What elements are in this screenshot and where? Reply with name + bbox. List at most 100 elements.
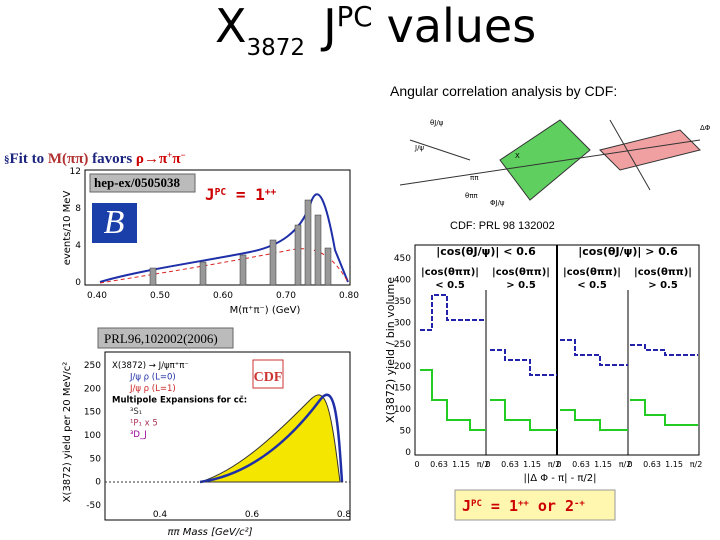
cdf-logo [252, 359, 284, 389]
y-tick-label: 8 [75, 204, 81, 214]
text-part: PC [337, 0, 373, 33]
x-axis-label: ||Δ Φ - π| - π/2| [523, 473, 596, 484]
panel-label: |cos(θππ)| [421, 267, 479, 278]
jpc-label: JPC = 1++ [205, 185, 277, 204]
text-part: J [205, 185, 215, 204]
y-axis-label: events/10 MeV [62, 191, 73, 266]
reference: CDF: PRL 98 132002 [450, 220, 555, 232]
text-part: π [172, 151, 181, 167]
legend-entry: ¹P₁ x 5 [130, 419, 158, 429]
panel-label: > 0.5 [648, 280, 678, 291]
y-tick-label: 250 [394, 340, 411, 350]
text-part: § [4, 154, 10, 166]
text-part: PC [215, 187, 227, 198]
slide-title: X3872 JPC values [215, 0, 536, 61]
diagram-label: ππ [470, 174, 479, 182]
angle-diagram [399, 119, 701, 201]
x-tick-label: 1.15 [452, 460, 470, 469]
text-part: Fit to [10, 151, 48, 167]
legend-entry: J/ψ ρ (L=0) [129, 373, 176, 383]
subtitle: Angular correlation analysis by CDF: [390, 83, 617, 99]
text-part: π [159, 151, 168, 167]
y-tick-label: 100 [394, 405, 411, 415]
panel-label: |cos(θππ)| [563, 267, 621, 278]
ref-box [97, 327, 234, 349]
result-label: JPC = 1++ or 2-+ [462, 497, 585, 515]
x-tick-label: 0 [556, 460, 561, 469]
panel-header: |cos(θJ/ψ)| < 0.6 [436, 245, 536, 258]
text-part: ρ [136, 151, 144, 167]
text-part: + [167, 150, 172, 160]
text-part: values [387, 0, 537, 53]
diagram-label: J/ψ [414, 144, 424, 152]
x-tick-label: π/2 [548, 460, 561, 469]
x-axis-label: ππ Mass [GeV/c²] [168, 527, 253, 538]
x-tick-label: 0.50 [150, 291, 170, 301]
text-part: -+ [574, 499, 585, 509]
x-tick-label: 0.8 [337, 510, 352, 520]
diagram-label: θJ/ψ [430, 119, 444, 127]
plot1-fit [99, 193, 349, 283]
text-part: = 1 [482, 497, 518, 515]
text-part: → [144, 151, 159, 167]
x-tick-label: 0.6 [245, 510, 260, 520]
x-tick-label: 0.80 [339, 291, 359, 301]
logo-text: CDF [254, 370, 283, 385]
y-tick-label: 100 [84, 431, 101, 441]
ref-box [89, 173, 196, 193]
y-tick-label: 12 [70, 167, 81, 177]
y-tick-label: 0 [405, 448, 411, 458]
panel-label: < 0.5 [577, 280, 607, 291]
x-tick-label: 0 [627, 460, 632, 469]
x-tick-label: π/2 [619, 460, 632, 469]
y-tick-label: 250 [84, 361, 101, 371]
legend-entry: X(3872) → J/ψπ⁺π⁻ [112, 361, 189, 371]
plot3-curve [490, 399, 698, 431]
text-part: X [215, 0, 247, 53]
legend-entry: J/ψ ρ (L=1) [129, 384, 176, 394]
text-part: ++ [265, 187, 277, 198]
x-tick-label: 0.40 [87, 291, 107, 301]
x-tick-label: π/2 [477, 460, 490, 469]
diagram-label: ΦJ/ψ [490, 199, 505, 207]
y-tick-label: 150 [394, 383, 411, 393]
plot1-alt-fit [99, 248, 349, 284]
x-tick-label: π/2 [690, 460, 703, 469]
y-tick-label: 4 [75, 241, 81, 251]
reference: PRL96,102002(2006) [104, 331, 218, 346]
text-part: or 2 [529, 497, 574, 515]
y-tick-label: 50 [400, 426, 412, 436]
y-tick-label: 50 [90, 454, 102, 464]
x-tick-label: 1.15 [523, 460, 541, 469]
y-tick-label: -50 [86, 501, 101, 511]
x-tick-label: 0.63 [501, 460, 519, 469]
result-box [454, 489, 616, 521]
panel-label: < 0.5 [435, 280, 465, 291]
y-tick-label: 200 [84, 384, 101, 394]
y-axis-label: X(3872) yield per 20 MeV/c² [62, 362, 73, 503]
x-tick-label: 1.15 [594, 460, 612, 469]
panel-label: |cos(θππ)| [634, 267, 692, 278]
x-tick-label: 0.63 [572, 460, 590, 469]
panel-label: > 0.5 [506, 280, 536, 291]
y-axis-label: X(3872) yield / bin volume [384, 277, 397, 423]
panel-header: |cos(θJ/ψ)| > 0.6 [578, 245, 678, 258]
plot3-curve [420, 369, 486, 431]
y-tick-label: 400 [394, 276, 411, 286]
x-tick-label: 0.63 [430, 460, 448, 469]
text-part: favors [88, 151, 136, 167]
legend-entry: ³D_J [130, 430, 147, 440]
text-part: J [462, 497, 471, 515]
plot3-curve [420, 294, 698, 376]
y-tick-label: 0 [95, 478, 101, 488]
text-part: PC [471, 499, 482, 509]
logo-text: B [104, 204, 125, 241]
text-part: − [181, 150, 186, 160]
x-tick-label: 0.4 [153, 510, 168, 520]
diagram-label: ΔΦ [700, 124, 711, 132]
y-tick-label: 0 [75, 278, 81, 288]
x-tick-label: 0 [485, 460, 490, 469]
plot4-fit [199, 393, 344, 484]
y-tick-label: 350 [394, 297, 411, 307]
diagram-label: θππ [465, 192, 478, 200]
